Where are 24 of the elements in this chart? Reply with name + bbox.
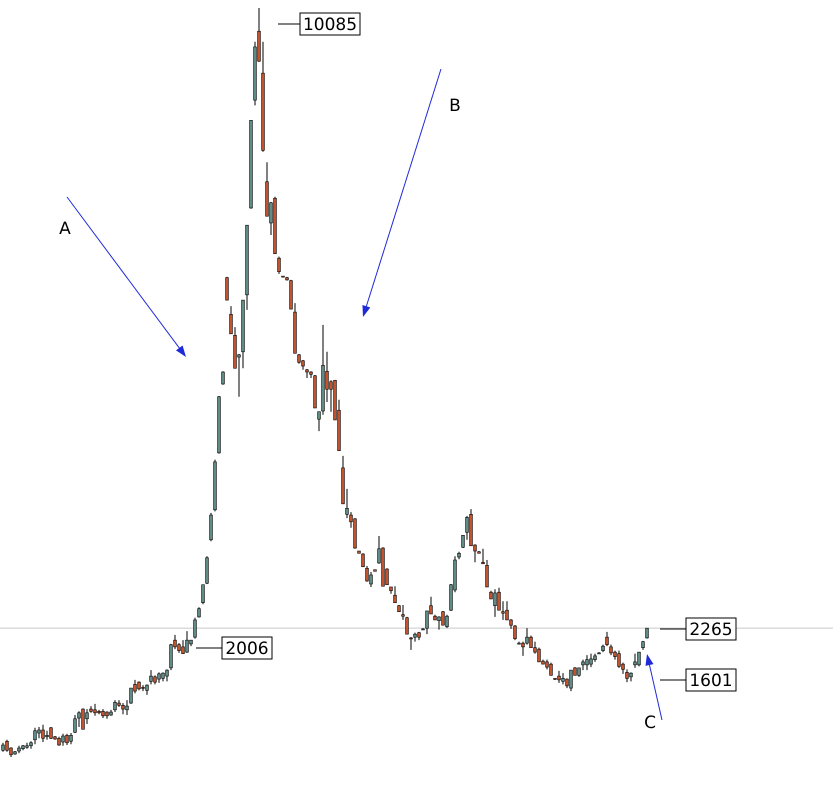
candlestick (493, 588, 497, 618)
annotation: C (644, 713, 656, 733)
candlestick (409, 636, 413, 650)
candlestick (181, 640, 185, 654)
candlestick (369, 571, 373, 588)
candlestick (437, 616, 441, 630)
candlestick (513, 624, 517, 641)
annotation: B (449, 96, 461, 116)
candlestick (157, 672, 161, 684)
annotation: A (59, 219, 72, 239)
annotation: 10085 (302, 15, 358, 35)
candlestick (77, 710, 81, 728)
candlestick (125, 700, 129, 716)
text: 1601 (689, 671, 733, 691)
candlestick (61, 733, 65, 746)
candlestick (193, 617, 197, 640)
annotation: 2006 (225, 639, 269, 659)
candlestick (37, 726, 41, 739)
candlestick (121, 702, 125, 715)
candlestick (361, 552, 365, 568)
text: 2265 (689, 620, 733, 640)
candlestick (365, 566, 369, 582)
candlestick (589, 653, 593, 668)
candlestick (41, 724, 45, 743)
